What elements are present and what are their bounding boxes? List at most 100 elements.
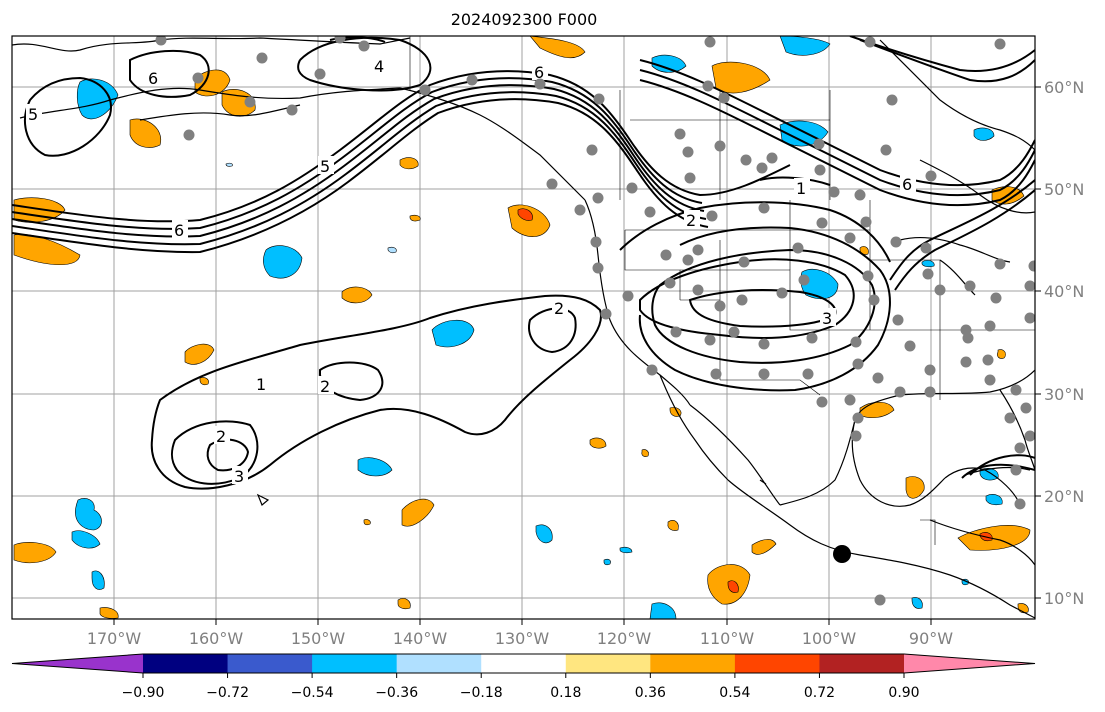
- station-marker: [738, 256, 750, 268]
- station-marker: [1004, 412, 1016, 424]
- contour-label-2d: 2: [216, 427, 226, 446]
- station-marker: [864, 36, 876, 48]
- contour-label-5b: 5: [320, 157, 330, 176]
- colorbar-segment: [565, 654, 651, 673]
- station-marker: [756, 162, 768, 174]
- station-marker: [828, 186, 840, 198]
- station-marker: [702, 80, 714, 92]
- station-marker: [740, 154, 752, 166]
- coastlines: [12, 37, 1035, 619]
- lat-label-20n: 20°N: [1044, 487, 1084, 506]
- station-marker: [920, 242, 932, 254]
- station-marker: [982, 354, 994, 366]
- map-frame: [11, 35, 1036, 620]
- station-marker: [626, 182, 638, 194]
- station-marker: [674, 128, 686, 140]
- contour-labels: 4 6 6 5 2 2 1 2 2 3 3 1 6 6: [26, 56, 916, 486]
- graticule: [12, 36, 1035, 619]
- colorbar-segment: [143, 654, 229, 673]
- station-marker: [706, 210, 718, 222]
- station-marker: [546, 178, 558, 190]
- station-marker: [592, 262, 604, 274]
- station-marker: [798, 274, 810, 286]
- lon-label-120w: 120°W: [597, 629, 652, 648]
- colorbar-tick-label: −0.54: [291, 685, 334, 701]
- contour-label-6a: 6: [534, 63, 544, 82]
- station-marker: [813, 138, 825, 150]
- station-marker: [776, 287, 788, 299]
- station-marker: [994, 38, 1006, 50]
- station-marker: [814, 164, 826, 176]
- station-marker: [872, 372, 884, 384]
- lat-label-40n: 40°N: [1044, 282, 1084, 301]
- station-marker: [192, 72, 204, 84]
- station-marker: [960, 356, 972, 368]
- colorbar-tick-label: −0.18: [460, 685, 503, 701]
- station-marker: [286, 104, 298, 116]
- colorbar-tick-label: −0.36: [375, 685, 418, 701]
- colorbar-segment: [227, 654, 313, 673]
- lon-axis: 170°W 160°W 150°W 140°W 130°W 120°W 110°…: [87, 619, 953, 648]
- station-marker: [646, 364, 658, 376]
- contour-label-2c: 2: [320, 377, 330, 396]
- station-marker: [844, 394, 856, 406]
- colorbar-segment: [734, 654, 820, 673]
- station-marker: [816, 396, 828, 408]
- station-marker: [852, 412, 864, 424]
- station-marker: [682, 146, 694, 158]
- colorbar-tick-label: 0.72: [804, 685, 835, 701]
- station-marker: [334, 36, 346, 44]
- station-marker: [758, 202, 770, 214]
- station-marker: [183, 129, 195, 141]
- lon-label-130w: 130°W: [495, 629, 550, 648]
- station-marker: [860, 216, 872, 228]
- station-marker: [874, 594, 886, 606]
- lon-label-150w: 150°W: [291, 629, 346, 648]
- lat-label-10n: 10°N: [1044, 589, 1084, 608]
- contour-label-3a: 3: [234, 467, 244, 486]
- colorbar: −0.90 −0.72 −0.54 −0.36 −0.18 0.18 0.36 0.54 0.7…: [11, 653, 1036, 701]
- station-marker: [574, 204, 586, 216]
- colorbar-tick-label: −0.72: [206, 685, 249, 701]
- station-marker: [736, 294, 748, 306]
- station-marker: [244, 96, 256, 108]
- station-marker: [964, 280, 976, 292]
- lat-label-60n: 60°N: [1044, 78, 1084, 97]
- colorbar-tick-label: 0.90: [888, 685, 919, 701]
- colorbar-tick-label: 0.36: [635, 685, 666, 701]
- station-marker: [684, 172, 696, 184]
- colorbar-segment: [650, 654, 736, 673]
- station-marker: [622, 290, 634, 302]
- station-marker: [758, 338, 770, 350]
- station-marker: [925, 170, 937, 182]
- contour-label-1a: 1: [256, 375, 266, 394]
- station-marker: [704, 334, 716, 346]
- station-marker: [894, 386, 906, 398]
- station-marker: [852, 358, 864, 370]
- map-panel: [12, 36, 1035, 619]
- station-marker: [593, 93, 605, 105]
- station-marker: [1024, 312, 1035, 324]
- station-marker: [704, 36, 716, 48]
- colorbar-tick-label: −0.90: [122, 685, 165, 701]
- station-marker: [692, 284, 704, 296]
- station-marker: [924, 364, 936, 376]
- station-marker: [682, 254, 694, 266]
- station-marker: [728, 326, 740, 338]
- colorbar-segment: [312, 654, 398, 673]
- station-marker: [534, 78, 546, 90]
- station-marker: [766, 152, 778, 164]
- station-marker: [710, 368, 722, 380]
- station-marker: [806, 332, 818, 344]
- station-marker: [816, 217, 828, 229]
- lon-label-110w: 110°W: [700, 629, 755, 648]
- colorbar-segment: [396, 654, 482, 673]
- colorbar-tick-label: 0.54: [719, 685, 750, 701]
- lon-label-170w: 170°W: [87, 629, 142, 648]
- contour-label-5: 5: [28, 105, 38, 124]
- station-marker: [758, 368, 770, 380]
- station-markers: [155, 36, 1035, 606]
- station-marker: [1014, 498, 1026, 510]
- station-marker: [892, 314, 904, 326]
- lat-label-50n: 50°N: [1044, 180, 1084, 199]
